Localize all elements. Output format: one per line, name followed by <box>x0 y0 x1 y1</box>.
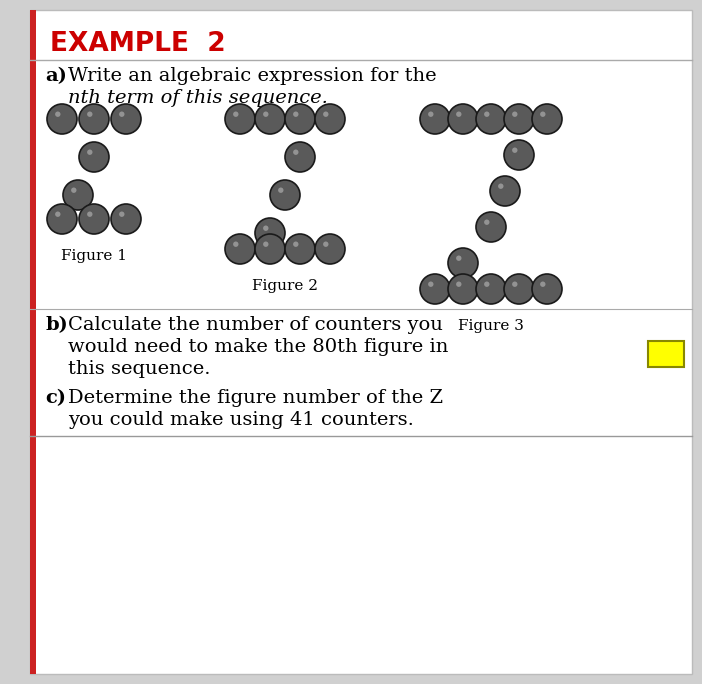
Circle shape <box>490 176 520 206</box>
Circle shape <box>55 211 60 217</box>
Circle shape <box>484 220 489 225</box>
FancyBboxPatch shape <box>30 10 36 674</box>
Circle shape <box>532 104 562 134</box>
Circle shape <box>255 218 285 248</box>
Circle shape <box>87 211 93 217</box>
Circle shape <box>285 104 315 134</box>
Circle shape <box>293 111 298 117</box>
Circle shape <box>420 274 450 304</box>
Text: b): b) <box>45 316 68 334</box>
Circle shape <box>47 204 77 234</box>
Circle shape <box>484 282 489 287</box>
Circle shape <box>448 274 478 304</box>
Circle shape <box>315 234 345 264</box>
Circle shape <box>225 234 255 264</box>
Circle shape <box>512 282 517 287</box>
Circle shape <box>448 248 478 278</box>
Text: Figure 2: Figure 2 <box>252 279 318 293</box>
FancyBboxPatch shape <box>30 10 692 674</box>
Circle shape <box>456 256 461 261</box>
Circle shape <box>71 187 77 193</box>
Text: would need to make the 80th figure in: would need to make the 80th figure in <box>68 338 449 356</box>
Circle shape <box>532 274 562 304</box>
Circle shape <box>293 150 298 155</box>
Circle shape <box>540 282 545 287</box>
Circle shape <box>270 180 300 210</box>
Text: nth term of this sequence.: nth term of this sequence. <box>68 89 328 107</box>
Circle shape <box>79 142 109 172</box>
Circle shape <box>498 183 503 189</box>
Circle shape <box>285 234 315 264</box>
Circle shape <box>504 104 534 134</box>
Circle shape <box>476 212 506 242</box>
Circle shape <box>315 104 345 134</box>
Circle shape <box>278 187 284 193</box>
Circle shape <box>476 104 506 134</box>
Circle shape <box>47 104 77 134</box>
FancyBboxPatch shape <box>648 341 684 367</box>
Text: Write an algebraic expression for the: Write an algebraic expression for the <box>68 67 437 85</box>
Circle shape <box>323 241 329 247</box>
Circle shape <box>428 111 434 117</box>
Circle shape <box>233 241 239 247</box>
Circle shape <box>476 274 506 304</box>
Circle shape <box>111 104 141 134</box>
Circle shape <box>87 150 93 155</box>
Circle shape <box>255 234 285 264</box>
Text: EXAMPLE  2: EXAMPLE 2 <box>50 31 225 57</box>
Circle shape <box>263 241 268 247</box>
Text: you could make using 41 counters.: you could make using 41 counters. <box>68 411 414 429</box>
Circle shape <box>79 104 109 134</box>
Circle shape <box>504 274 534 304</box>
Circle shape <box>263 111 268 117</box>
Text: Figure 1: Figure 1 <box>61 249 127 263</box>
Circle shape <box>119 111 124 117</box>
Circle shape <box>448 104 478 134</box>
Text: Calculate the number of counters you: Calculate the number of counters you <box>68 316 443 334</box>
Text: Figure 3: Figure 3 <box>458 319 524 333</box>
Circle shape <box>55 111 60 117</box>
Circle shape <box>233 111 239 117</box>
Circle shape <box>111 204 141 234</box>
Circle shape <box>293 241 298 247</box>
Circle shape <box>456 282 461 287</box>
Circle shape <box>456 111 461 117</box>
Circle shape <box>323 111 329 117</box>
Circle shape <box>512 111 517 117</box>
Circle shape <box>512 148 517 153</box>
Circle shape <box>263 226 268 231</box>
Circle shape <box>255 104 285 134</box>
Circle shape <box>428 282 434 287</box>
Circle shape <box>79 204 109 234</box>
Circle shape <box>504 140 534 170</box>
Circle shape <box>119 211 124 217</box>
Circle shape <box>87 111 93 117</box>
Circle shape <box>420 104 450 134</box>
Text: a): a) <box>45 67 67 85</box>
Text: Determine the figure number of the Z: Determine the figure number of the Z <box>68 389 443 407</box>
Circle shape <box>484 111 489 117</box>
Circle shape <box>225 104 255 134</box>
Circle shape <box>63 180 93 210</box>
Text: this sequence.: this sequence. <box>68 360 211 378</box>
Circle shape <box>540 111 545 117</box>
Text: c): c) <box>45 389 66 407</box>
Circle shape <box>285 142 315 172</box>
